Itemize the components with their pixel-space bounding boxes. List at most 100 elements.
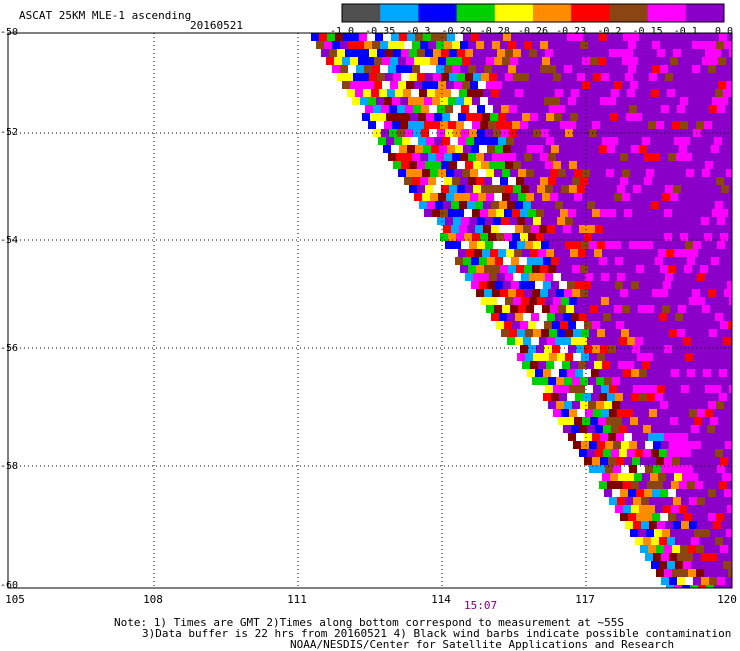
swath-cell <box>614 417 622 425</box>
swath-cell <box>604 401 612 409</box>
swath-cell <box>671 33 679 41</box>
swath-cell <box>679 369 687 377</box>
swath-cell <box>507 225 515 233</box>
swath-cell <box>653 553 661 561</box>
swath-cell <box>476 41 484 49</box>
swath-cell <box>576 209 584 217</box>
swath-cell <box>509 217 517 225</box>
lat-label-58: -58 <box>0 461 19 472</box>
swath-cell <box>590 417 598 425</box>
swath-cell <box>591 281 599 289</box>
swath-cell <box>692 153 700 161</box>
swath-cell <box>685 577 693 585</box>
swath-cell <box>703 281 711 289</box>
swath-cell <box>505 273 513 281</box>
swath-cell <box>728 97 732 105</box>
swath-cell <box>574 169 582 177</box>
swath-cell <box>528 233 536 241</box>
swath-cell <box>643 537 651 545</box>
swath-cell <box>553 385 561 393</box>
swath-cell <box>669 217 677 225</box>
swath-cell <box>449 185 457 193</box>
swath-cell <box>480 209 488 217</box>
swath-cell <box>597 329 605 337</box>
swath-cell <box>696 457 704 465</box>
swath-cell <box>595 89 603 97</box>
swath-cell <box>711 481 719 489</box>
swath-cell <box>657 385 665 393</box>
swath-cell <box>671 257 679 265</box>
swath-cell <box>576 345 584 353</box>
swath-cell <box>432 209 440 217</box>
swath-cell <box>636 177 644 185</box>
swath-cell <box>550 57 558 65</box>
swath-cell <box>475 89 483 97</box>
swath-cell <box>692 489 700 497</box>
swath-cell <box>623 257 631 265</box>
swath-cell <box>417 49 425 57</box>
swath-cell <box>630 193 638 201</box>
swath-cell <box>698 361 706 369</box>
swath-cell <box>466 137 474 145</box>
swath-cell <box>332 65 340 73</box>
swath-cell <box>613 353 621 361</box>
swath-cell <box>683 201 691 209</box>
swath-cell <box>532 289 540 297</box>
swath-cell <box>674 249 682 257</box>
swath-cell <box>694 193 702 201</box>
swath-cell <box>557 329 565 337</box>
swath-cell <box>504 209 512 217</box>
swath-cell <box>728 457 732 465</box>
swath-cell <box>636 265 644 273</box>
swath-cell <box>457 73 465 81</box>
swath-cell <box>674 113 682 121</box>
swath-cell <box>566 193 574 201</box>
swath-cell <box>415 145 423 153</box>
swath-cell <box>460 41 468 49</box>
swath-cell <box>601 297 609 305</box>
swath-cell <box>577 49 585 57</box>
swath-cell <box>535 369 543 377</box>
swath-cell <box>604 177 612 185</box>
swath-cell <box>695 281 703 289</box>
swath-cell <box>661 465 669 473</box>
swath-cell <box>725 441 732 449</box>
swath-cell <box>685 441 693 449</box>
swath-cell <box>503 281 511 289</box>
swath-cell <box>650 113 658 121</box>
swath-cell <box>654 417 662 425</box>
swath-cell <box>678 193 686 201</box>
swath-cell <box>604 153 612 161</box>
swath-cell <box>710 305 718 313</box>
swath-cell <box>543 393 551 401</box>
swath-cell <box>685 353 693 361</box>
swath-cell <box>614 57 622 65</box>
swath-cell <box>724 513 732 521</box>
swath-cell <box>633 273 641 281</box>
swath-cell <box>471 33 479 41</box>
swath-cell <box>690 585 698 588</box>
swath-cell <box>590 305 598 313</box>
swath-cell <box>417 185 425 193</box>
swath-cell <box>712 433 720 441</box>
swath-cell <box>657 521 665 529</box>
swath-cell <box>689 273 697 281</box>
swath-cell <box>469 241 477 249</box>
swath-cell <box>541 217 549 225</box>
swath-cell <box>311 33 319 41</box>
swath-cell <box>345 73 353 81</box>
swath-cell <box>646 169 654 177</box>
colorbar-label: 0.0 <box>714 26 734 37</box>
swath-cell <box>646 57 654 65</box>
swath-cell <box>692 289 700 297</box>
swath-cell <box>664 97 672 105</box>
swath-cell <box>623 145 631 153</box>
swath-cell <box>436 177 444 185</box>
swath-cell <box>457 161 465 169</box>
swath-cell <box>554 137 562 145</box>
swath-cell <box>618 249 626 257</box>
swath-cell <box>568 345 576 353</box>
swath-cell <box>596 153 604 161</box>
swath-cell <box>706 137 714 145</box>
swath-cell <box>654 529 662 537</box>
